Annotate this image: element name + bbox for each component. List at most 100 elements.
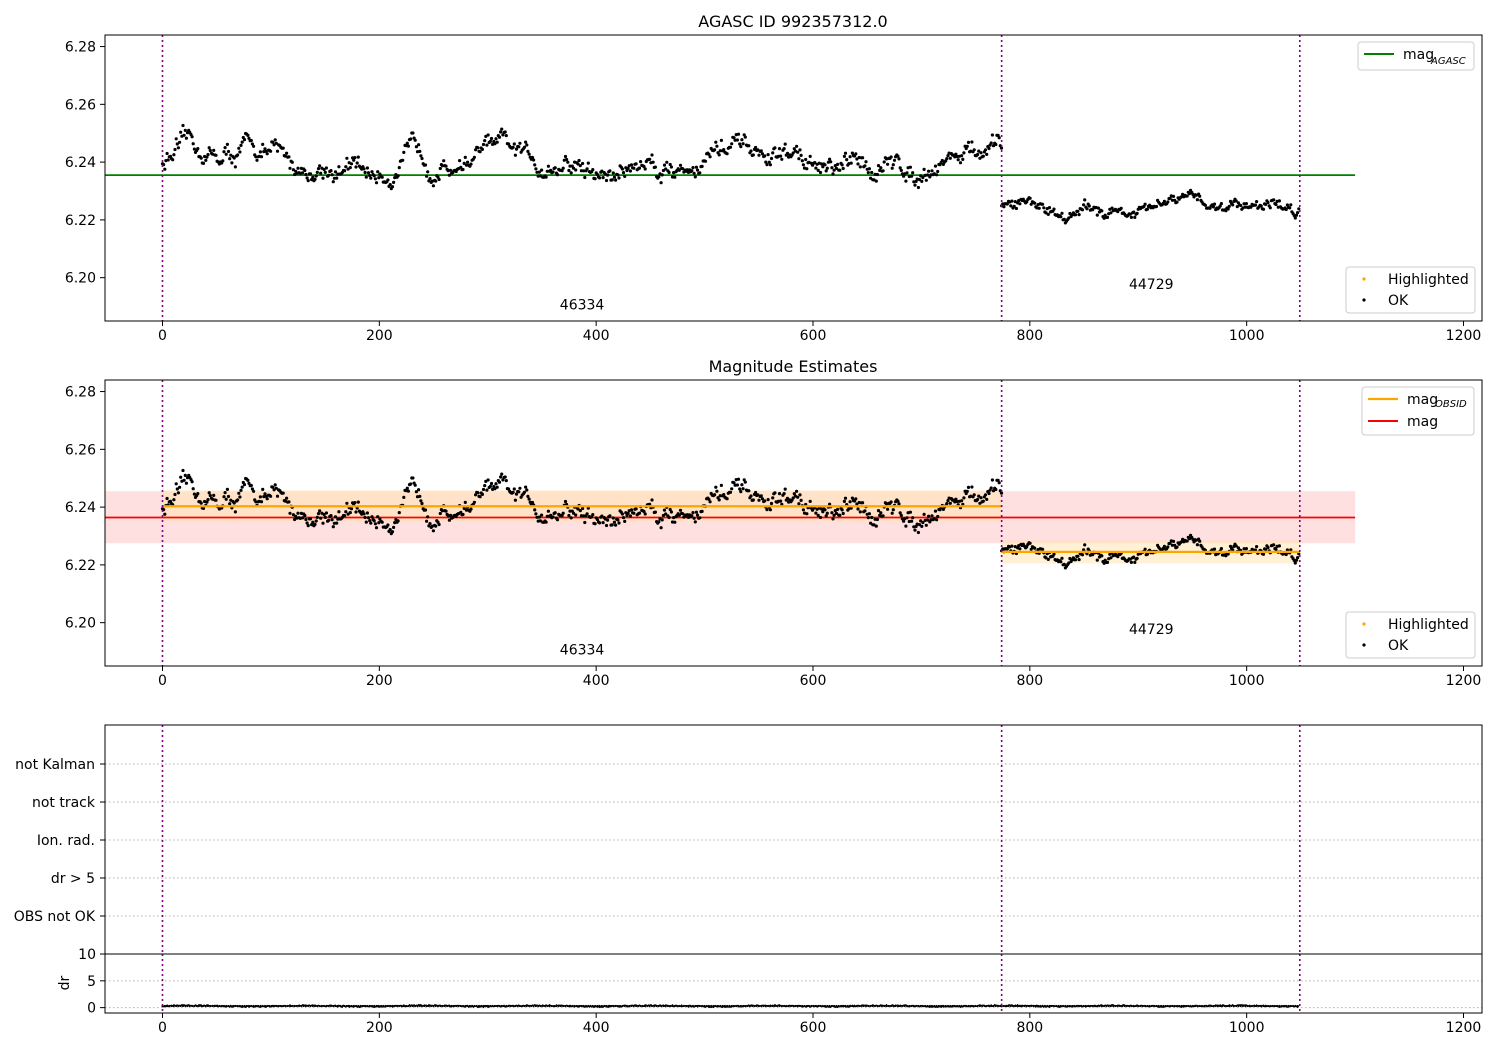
panel2-xtick-label: 1200	[1446, 673, 1482, 689]
figure-title: AGASC ID 992357312.0	[698, 12, 887, 31]
ok-point	[1080, 208, 1085, 212]
ok-point	[751, 153, 755, 157]
ok-point	[174, 137, 178, 141]
dr-point	[992, 1004, 995, 1008]
legend-ok: OK	[1388, 293, 1409, 309]
ok-point	[535, 515, 539, 519]
dr-point	[962, 1004, 966, 1008]
dr-point	[808, 1004, 811, 1008]
ok-point	[941, 507, 946, 511]
ok-point	[428, 177, 432, 181]
ok-point	[604, 523, 609, 528]
dr-point	[1251, 1004, 1254, 1008]
ok-point	[484, 479, 488, 483]
ok-point	[1082, 548, 1086, 552]
ok-point	[632, 166, 636, 170]
ok-point	[751, 498, 755, 502]
ok-point	[315, 515, 319, 520]
dr-point	[1066, 1004, 1069, 1008]
ok-point	[766, 498, 770, 502]
ok-point	[722, 493, 726, 497]
ok-point	[582, 169, 586, 173]
ok-point	[766, 153, 770, 157]
dr-point	[234, 1004, 237, 1008]
ok-point	[681, 512, 685, 516]
ok-point	[305, 176, 309, 180]
ok-point	[747, 144, 751, 148]
ok-point	[828, 157, 832, 161]
ok-point	[300, 171, 305, 175]
dr-point	[789, 1004, 793, 1008]
dr-point	[407, 1004, 410, 1008]
ok-point	[255, 158, 259, 162]
dr-point	[1185, 1004, 1188, 1008]
ok-point	[606, 518, 610, 522]
ok-point	[486, 478, 490, 482]
ok-point	[1100, 554, 1104, 558]
dr-point	[293, 1004, 296, 1008]
ok-point	[732, 136, 736, 140]
ok-point	[1297, 552, 1301, 556]
ok-point	[735, 483, 740, 487]
dr-point	[236, 1004, 239, 1008]
ok-point	[664, 167, 668, 171]
ok-point	[867, 167, 872, 171]
ok-point	[462, 506, 466, 510]
ok-point	[1171, 539, 1176, 544]
ok-point	[849, 161, 853, 165]
ok-point	[321, 521, 325, 525]
ok-point	[707, 497, 711, 501]
ok-point	[174, 482, 178, 486]
dr-point	[956, 1004, 959, 1008]
dr-point	[229, 1004, 232, 1008]
dr-point	[1205, 1004, 1208, 1008]
ok-point	[1060, 556, 1064, 560]
dr-point	[222, 1004, 226, 1008]
dr-point	[1237, 1004, 1240, 1008]
ok-point	[273, 483, 277, 487]
dr-point	[632, 1004, 635, 1008]
dr-point	[380, 1004, 383, 1008]
ok-point	[902, 519, 906, 523]
ok-point	[199, 501, 203, 505]
ok-point	[1001, 547, 1005, 551]
ok-point	[681, 167, 685, 171]
ok-point	[863, 164, 867, 168]
ok-point	[1028, 196, 1032, 200]
dr-point	[687, 1004, 690, 1008]
ok-point	[739, 145, 743, 149]
dr-point	[366, 1004, 369, 1008]
ok-point	[1234, 199, 1238, 203]
ok-point	[921, 175, 925, 180]
ok-point	[364, 175, 368, 179]
dr-point	[849, 1004, 852, 1008]
ok-point	[291, 513, 295, 517]
dr-point	[307, 1004, 310, 1008]
ok-point	[773, 491, 777, 495]
ok-point	[651, 160, 655, 164]
dr-point	[345, 1004, 348, 1008]
dr-point	[541, 1004, 544, 1008]
ok-point	[629, 508, 634, 512]
dr-point	[1109, 1004, 1112, 1008]
ok-point	[1231, 548, 1235, 552]
ok-point	[814, 511, 818, 515]
ok-point	[825, 511, 829, 515]
dr-point	[1132, 1004, 1135, 1008]
ok-point	[1001, 202, 1005, 206]
dr-point	[511, 1004, 515, 1008]
ok-point	[476, 491, 480, 495]
ok-point	[623, 174, 627, 178]
dr-point	[482, 1004, 485, 1008]
dr-point	[1118, 1004, 1122, 1008]
dr-point	[580, 1004, 583, 1008]
ok-point	[866, 516, 870, 520]
ok-point	[1042, 206, 1046, 210]
dr-point	[377, 1004, 380, 1008]
dr-point	[327, 1004, 330, 1008]
dr-point	[232, 1004, 235, 1008]
dr-point	[1014, 1004, 1017, 1008]
ok-point	[349, 507, 354, 511]
ok-point	[708, 155, 712, 159]
ok-point	[749, 149, 753, 153]
